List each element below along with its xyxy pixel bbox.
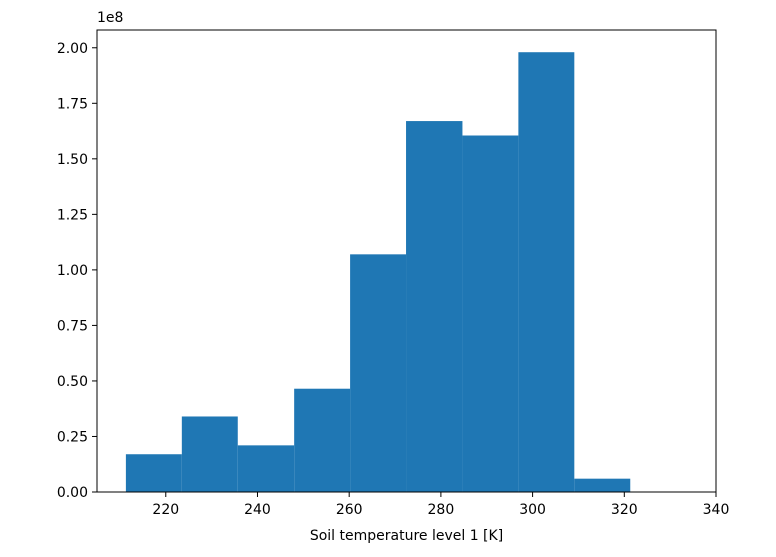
y-tick-label: 0.25 [57, 429, 88, 445]
x-tick-label: 280 [428, 502, 455, 518]
y-tick-label: 0.75 [57, 318, 88, 334]
y-axis-offset-label: 1e8 [97, 10, 123, 26]
y-axis-ticks: 0.00 0.25 0.50 0.75 1.00 1.25 1.50 1.75 2.00 [57, 41, 97, 501]
y-tick-label: 0.50 [57, 374, 88, 390]
histogram-bar [350, 254, 407, 492]
histogram-bar [125, 454, 182, 492]
y-tick-label: 0.00 [57, 485, 88, 501]
x-tick-label: 240 [244, 502, 271, 518]
histogram-bar [294, 388, 351, 492]
bars-group [125, 52, 631, 492]
y-tick-label: 1.50 [57, 152, 88, 168]
y-tick-label: 1.00 [57, 263, 88, 279]
x-tick-label: 340 [703, 502, 730, 518]
histogram-bar [237, 445, 295, 492]
histogram-bar [574, 478, 631, 492]
x-axis-ticks: 220 240 260 280 300 320 340 [152, 492, 729, 518]
x-tick-label: 300 [519, 502, 546, 518]
y-tick-label: 1.25 [57, 207, 88, 223]
x-axis-label: Soil temperature level 1 [K] [310, 528, 503, 544]
histogram-bar [462, 135, 519, 492]
histogram-bar [518, 52, 575, 492]
histogram-bar [181, 416, 238, 492]
x-tick-label: 220 [152, 502, 179, 518]
histogram-bar [406, 121, 463, 492]
y-tick-label: 2.00 [57, 41, 88, 57]
x-tick-label: 260 [336, 502, 363, 518]
x-tick-label: 320 [611, 502, 638, 518]
plot-frame [96, 29, 717, 493]
y-tick-label: 1.75 [57, 96, 88, 112]
